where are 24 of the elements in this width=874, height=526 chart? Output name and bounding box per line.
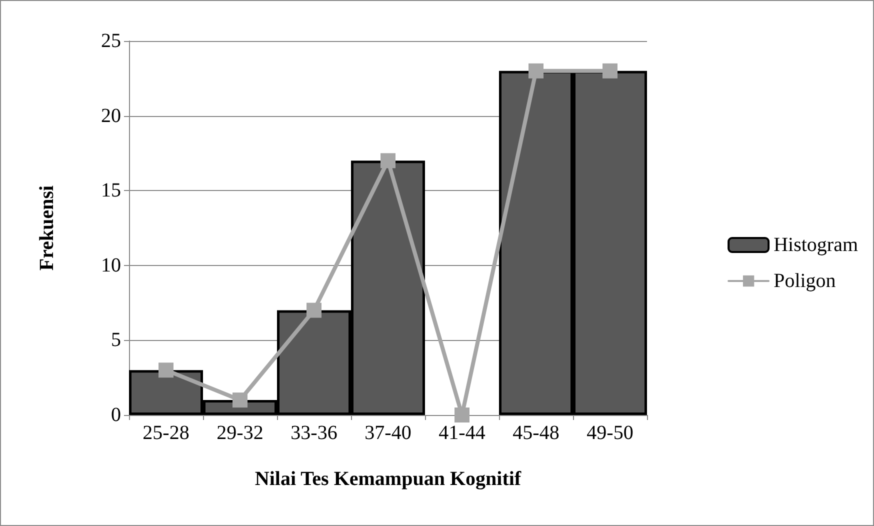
legend-label: Histogram: [774, 234, 858, 256]
x-tick-label: 45-48: [512, 422, 560, 444]
x-tick-label: 41-44: [438, 422, 486, 444]
point: [380, 153, 396, 168]
x-tick-label: 25-28: [142, 422, 190, 444]
y-tick-label: 20: [101, 104, 121, 127]
y-axis-title: Frekuensi: [36, 184, 58, 271]
point: [454, 408, 470, 422]
x-tick-label: 49-50: [586, 422, 634, 444]
x-axis-title: Nilai Tes Kemampuan Kognitif: [254, 468, 522, 490]
y-tick-label: 5: [111, 329, 121, 352]
point: [306, 302, 322, 318]
point: [232, 392, 248, 408]
x-tick-label: 33-36: [290, 422, 338, 444]
y-tick-label: 10: [101, 254, 121, 276]
y-tick-label: 15: [101, 180, 121, 202]
x-tick-label: 29-32: [216, 422, 264, 444]
legend-label: Poligon: [774, 270, 836, 292]
point: [602, 63, 618, 78]
y-tick-label: 0: [111, 404, 121, 426]
point: [158, 362, 174, 378]
x-tick-label: 37-40: [364, 422, 412, 444]
point: [528, 63, 544, 78]
y-tick-label: 25: [101, 30, 121, 52]
